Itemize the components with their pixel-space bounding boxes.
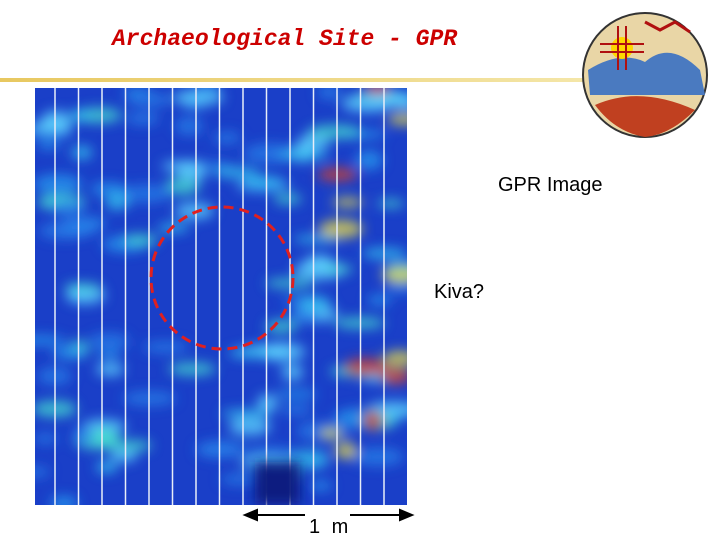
signal-blob [380,368,407,385]
signal-blob [289,308,319,324]
signal-blob [275,389,318,399]
signal-blob [104,192,130,211]
signal-blob [87,427,120,448]
signal-blob [333,317,386,329]
signal-blob [68,109,92,122]
signal-blob [70,145,93,160]
signal-blob [35,400,78,418]
signal-blob [335,441,357,460]
signal-blob [325,264,354,274]
signal-blob [196,88,221,93]
signal-blob [365,88,390,95]
signal-blob [63,283,103,292]
signal-blob [377,199,405,208]
signal-blob [142,341,189,354]
title-rule [0,78,585,82]
signal-blob [343,358,389,377]
signal-blob [293,234,341,244]
signal-blob [168,362,217,376]
signal-blob [351,447,404,467]
signal-blob [95,460,118,474]
signal-blob [309,480,333,491]
signal-blob [165,176,201,196]
signal-blob [172,89,224,106]
signal-blob [221,409,272,419]
signal-blob [35,335,66,346]
signal-blob [174,202,215,220]
scale-bar [242,508,415,522]
signal-blob [317,88,342,100]
signal-blob [257,394,278,413]
slide-title: Archaeological Site - GPR [112,26,458,52]
signal-blob [367,294,392,306]
signal-blob [362,410,384,431]
signal-blob [273,193,302,205]
signal-blob [35,466,51,478]
signal-blob [50,495,78,505]
signal-blob [381,266,407,283]
signal-blob [393,97,407,110]
signal-blob [293,260,345,280]
signal-blob [228,417,272,436]
signal-blob [37,140,61,150]
signal-blob [213,166,260,179]
signal-blob [277,149,330,160]
signal-blob [122,233,159,246]
signal-blob [126,111,160,126]
scale-label: 1 m [309,516,352,538]
signal-blob [35,433,58,444]
signal-blob [243,446,297,457]
signal-blob [212,131,241,145]
signal-blob [382,350,407,367]
signal-blob [307,124,361,139]
signal-blob [90,182,127,196]
signal-blob [35,174,83,194]
signal-blob [264,320,298,334]
gpr-image [35,88,407,505]
signal-blob [228,348,269,359]
signal-blob [332,197,364,208]
signal-blob [195,444,241,455]
signal-blob [355,150,383,170]
signal-blob [387,113,407,126]
logo [582,12,708,138]
image-label: GPR Image [498,174,603,196]
signal-blob [219,473,261,486]
signal-blob [320,428,342,440]
signal-blob [174,116,204,136]
signal-blob [297,296,332,311]
signal-blob [242,176,284,188]
signal-blob [51,345,87,360]
signal-blob [97,350,122,360]
signal-blob [120,184,173,203]
signal-blob [109,449,138,463]
signal-blob [72,425,94,445]
signal-blob [243,143,297,164]
feature-label: Kiva? [434,281,485,303]
signal-blob [318,219,364,239]
signal-blob [95,362,125,377]
signal-blob [161,160,203,172]
feature-outline [149,205,295,351]
signal-blob [385,279,407,294]
signal-blob [35,120,73,134]
signal-blob [281,364,304,381]
signal-blob [50,199,85,217]
signal-blob [88,332,130,350]
signal-blob [281,404,312,416]
